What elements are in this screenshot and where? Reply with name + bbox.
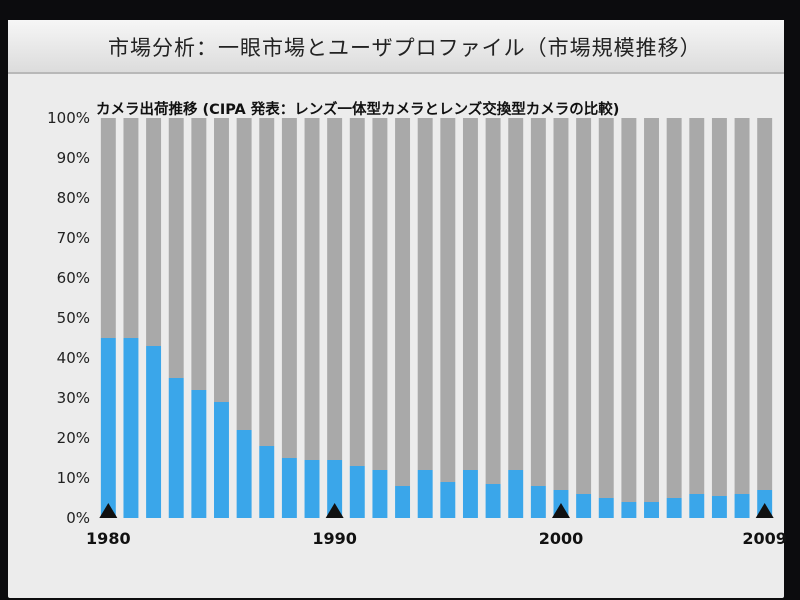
bar-segment-blue bbox=[508, 470, 524, 518]
bar-segment-blue bbox=[372, 470, 388, 518]
y-tick-label: 90% bbox=[57, 149, 90, 167]
bar-segment-blue bbox=[327, 460, 343, 518]
bar-segment-blue bbox=[621, 502, 637, 518]
bar-segment-gray bbox=[576, 118, 592, 494]
x-marker-triangle bbox=[755, 503, 774, 518]
bar-segment-gray bbox=[123, 118, 139, 338]
x-tick-label: 1980 bbox=[86, 529, 131, 548]
x-tick-label: 2000 bbox=[539, 529, 584, 548]
bar-segment-gray bbox=[530, 118, 546, 486]
bar-segment-blue bbox=[417, 470, 433, 518]
bar-segment-gray bbox=[395, 118, 411, 486]
y-tick-label: 0% bbox=[66, 509, 90, 527]
y-tick-label: 20% bbox=[57, 429, 90, 447]
bar-segment-blue bbox=[259, 446, 275, 518]
x-tick-label: 2009 bbox=[742, 529, 787, 548]
bar-segment-gray bbox=[349, 118, 365, 466]
bar-segment-blue bbox=[349, 466, 365, 518]
bar-segment-gray bbox=[734, 118, 750, 494]
bar-segment-blue bbox=[644, 502, 659, 518]
chart-title: カメラ出荷推移 (CIPA 発表：レンズ一体型カメラとレンズ交換型カメラの比較) bbox=[96, 102, 620, 118]
bar-segment-gray bbox=[168, 118, 184, 378]
bar-segment-gray bbox=[508, 118, 524, 470]
bar-segment-blue bbox=[395, 486, 411, 518]
bar-segment-gray bbox=[440, 118, 456, 482]
bar-segment-blue bbox=[191, 390, 207, 518]
bar-segment-blue bbox=[304, 460, 320, 518]
bar-segment-blue bbox=[485, 484, 501, 518]
bar-segment-gray bbox=[146, 118, 162, 346]
bar-segment-blue bbox=[530, 486, 546, 518]
x-tick-label: 1990 bbox=[312, 529, 357, 548]
bar-segment-gray bbox=[485, 118, 501, 484]
bar-segment-blue bbox=[734, 494, 750, 518]
bar-segment-gray bbox=[417, 118, 433, 470]
slide-header: 市場分析：一眼市場とユーザプロファイル（市場規模推移） bbox=[8, 20, 784, 74]
bar-segment-gray bbox=[191, 118, 207, 390]
bar-segment-gray bbox=[100, 118, 116, 338]
bar-segment-gray bbox=[214, 118, 229, 402]
bar-segment-gray bbox=[711, 118, 727, 496]
x-marker-triangle bbox=[551, 503, 570, 518]
y-tick-label: 80% bbox=[57, 189, 90, 207]
bar-segment-gray bbox=[666, 118, 682, 498]
bar-segment-blue bbox=[666, 498, 682, 518]
bar-segment-gray bbox=[281, 118, 297, 458]
x-axis: 1980 1990 2000 2009 bbox=[86, 503, 787, 548]
y-tick-label: 60% bbox=[57, 269, 90, 287]
bar-segment-blue bbox=[236, 430, 252, 518]
bar-segment-blue bbox=[214, 402, 229, 518]
bar-segment-gray bbox=[553, 118, 569, 490]
bar-segment-blue bbox=[100, 338, 116, 518]
bar-segment-gray bbox=[644, 118, 659, 502]
y-axis: 0% 10% 20% 30% 40% 50% 60% 70% 80% 90% 100% bbox=[47, 109, 90, 527]
y-tick-label: 40% bbox=[57, 349, 90, 367]
bar-segment-gray bbox=[304, 118, 320, 460]
bar-segment-blue bbox=[576, 494, 592, 518]
x-marker-triangle bbox=[325, 503, 344, 518]
bar-segment-gray bbox=[372, 118, 388, 470]
bar-segment-blue bbox=[689, 494, 705, 518]
x-marker-triangle bbox=[99, 503, 118, 518]
y-tick-label: 100% bbox=[47, 109, 90, 127]
bar-segment-blue bbox=[598, 498, 614, 518]
slide-title: 市場分析：一眼市場とユーザプロファイル（市場規模推移） bbox=[108, 36, 702, 60]
bar-segment-blue bbox=[123, 338, 139, 518]
bar-segment-blue bbox=[711, 496, 727, 518]
bar-segment-blue bbox=[462, 470, 478, 518]
bar-segment-gray bbox=[757, 118, 773, 490]
bar-segment-gray bbox=[689, 118, 705, 494]
y-tick-label: 70% bbox=[57, 229, 90, 247]
bar-segment-gray bbox=[621, 118, 637, 502]
bar-segment-blue bbox=[168, 378, 184, 518]
y-tick-label: 50% bbox=[57, 309, 90, 327]
y-tick-label: 30% bbox=[57, 389, 90, 407]
bar-segment-gray bbox=[462, 118, 478, 470]
bar-segment-gray bbox=[598, 118, 614, 498]
bar-segment-blue bbox=[281, 458, 297, 518]
y-tick-label: 10% bbox=[57, 469, 90, 487]
bars bbox=[100, 118, 773, 518]
bar-segment-gray bbox=[327, 118, 343, 460]
bar-segment-blue bbox=[146, 346, 162, 518]
bar-segment-blue bbox=[440, 482, 456, 518]
bar-segment-gray bbox=[259, 118, 275, 446]
bar-segment-gray bbox=[236, 118, 252, 430]
